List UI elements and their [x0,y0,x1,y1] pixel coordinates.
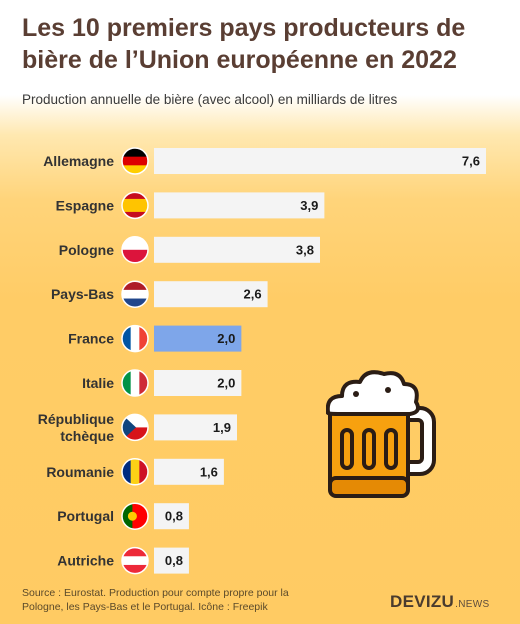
category-label-0: Allemagne [43,153,114,169]
bar-2 [154,236,320,263]
category-label-4: France [68,331,114,347]
category-label-3: Pays-Bas [51,286,114,302]
bar-3 [154,281,268,308]
romania-flag-icon-ring [121,458,149,486]
austria-flag-icon-ring [121,546,149,575]
romania-flag-icon [122,458,148,485]
value-label-7: 1,6 [200,464,218,479]
value-label-8: 0,8 [165,509,183,524]
value-label-3: 2,6 [244,287,262,302]
spain-flag-icon [122,192,148,219]
germany-flag-icon-ring [121,147,149,175]
category-label-8: Portugal [57,508,114,524]
beer-mug-icon [326,370,436,498]
portugal-flag-icon-ring [121,502,149,530]
france-flag-icon-ring [121,324,149,353]
poland-flag-icon-ring [121,236,149,264]
czechia-flag-icon [122,414,148,441]
category-label-2: Pologne [59,242,114,258]
bar-4 [154,325,242,352]
value-label-6: 1,9 [213,420,231,435]
czechia-flag-icon-ring [121,413,149,442]
bar-0 [154,148,486,174]
logo-suffix: .NEWS [455,599,490,610]
bar-1 [154,192,325,219]
category-label-6-line-0: République [38,411,114,427]
portugal-flag-icon [122,503,148,530]
value-label-4: 2,0 [217,331,235,346]
chart-subtitle: Production annuelle de bière (avec alcoo… [22,92,398,107]
italy-flag-icon [122,370,148,396]
logo-main: DEVIZU [390,592,455,611]
france-flag-icon [122,325,148,352]
devizu-logo: DEVIZU.NEWS [390,592,489,612]
netherlands-flag-icon-ring [121,280,149,308]
netherlands-flag-icon [122,281,148,308]
bar-5 [154,370,242,396]
value-label-2: 3,8 [296,242,314,257]
bar-chart: 7,6 Allemagne 3,9 Espagne 3,8 Pologne 2,6 Pays-… [38,147,486,575]
value-label-1: 3,9 [300,198,318,213]
category-label-1: Espagne [56,197,115,213]
bar-7 [154,458,224,485]
austria-flag-icon [122,547,148,574]
value-label-5: 2,0 [217,376,235,391]
bar-9 [154,547,189,574]
category-label-9: Autriche [57,553,114,569]
category-label-7: Roumanie [46,464,114,480]
value-label-0: 7,6 [462,154,480,169]
italy-flag-icon-ring [121,369,149,397]
chart-title: Les 10 premiers pays producteurs de bièr… [22,14,466,74]
poland-flag-icon [122,236,148,263]
value-label-9: 0,8 [165,553,183,568]
spain-flag-icon-ring [121,191,149,220]
source-note: Source : Eurostat. Production pour compt… [22,587,289,613]
bar-6 [154,414,237,441]
germany-flag-icon [122,148,148,174]
category-label-5: Italie [82,375,114,391]
bar-8 [154,503,189,530]
category-label-6-line-1: tchèque [60,428,114,444]
